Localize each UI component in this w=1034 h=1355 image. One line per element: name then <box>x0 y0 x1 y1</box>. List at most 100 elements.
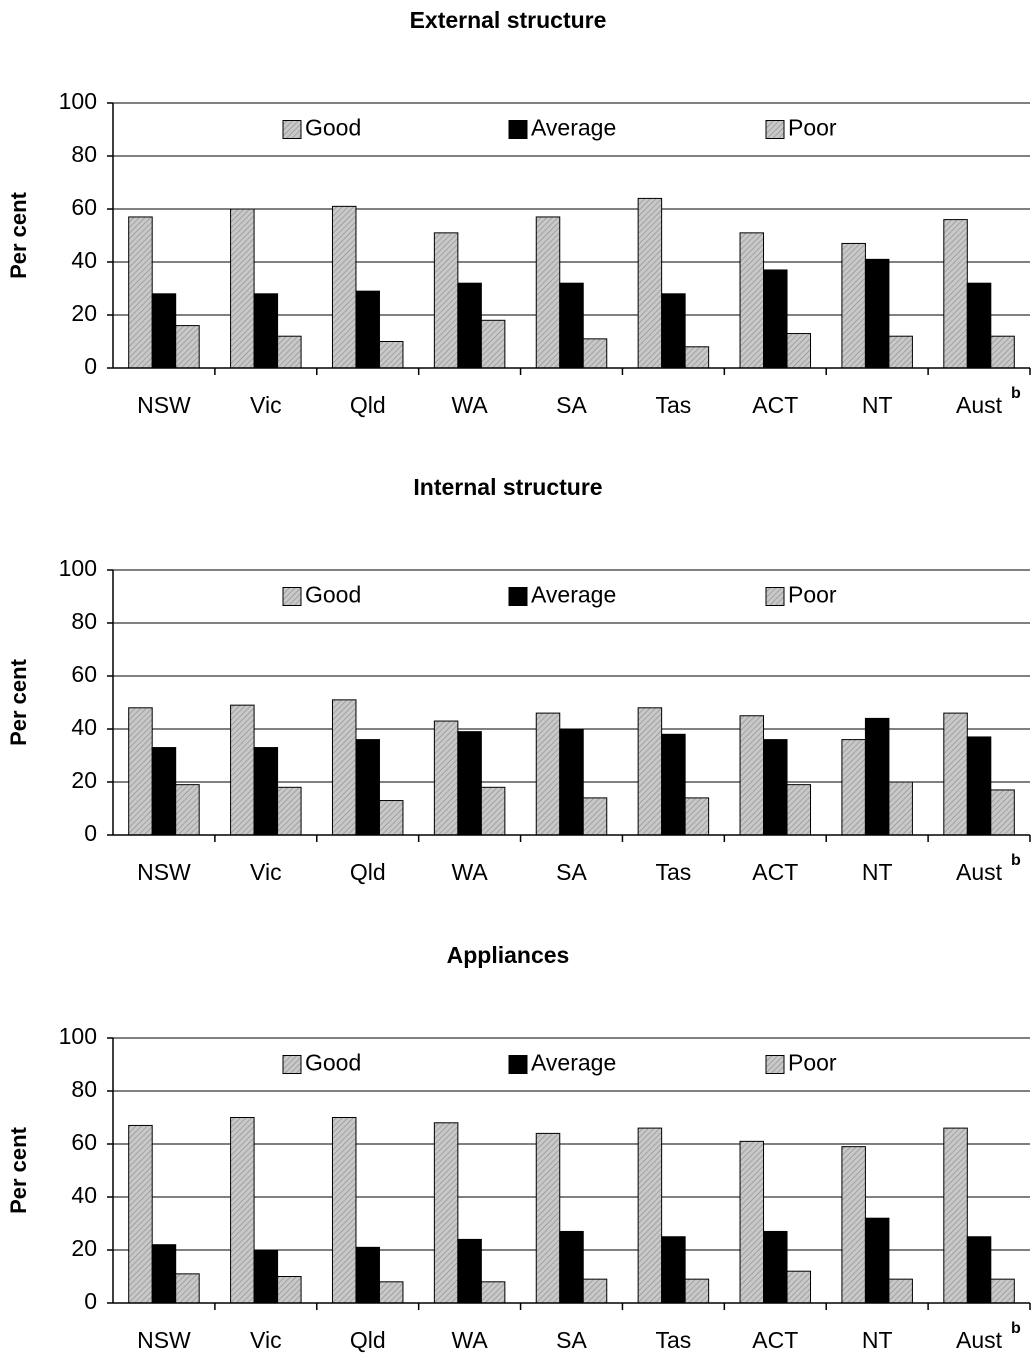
x-tick-label: Vic <box>250 1327 282 1353</box>
bar <box>864 1217 890 1304</box>
legend-label: Poor <box>788 582 837 608</box>
bar <box>559 1230 584 1304</box>
x-tick-label: WA <box>452 392 489 418</box>
y-tick-label: 40 <box>71 714 97 740</box>
bar <box>253 1249 279 1304</box>
legend-swatch <box>765 1055 785 1074</box>
x-tick-label: Qld <box>350 859 386 885</box>
bar <box>433 720 459 836</box>
legend-label: Good <box>305 115 361 141</box>
legend-label: Average <box>531 115 616 141</box>
bar <box>433 232 459 369</box>
bar <box>661 293 686 369</box>
y-tick-label: 100 <box>59 1023 97 1049</box>
x-tick-label: SA <box>556 859 587 885</box>
bar <box>888 335 913 369</box>
y-tick-label: 80 <box>71 1076 97 1102</box>
bar <box>637 197 663 369</box>
bar <box>684 1278 710 1304</box>
x-tick-label: Qld <box>350 1327 386 1353</box>
chart: Internal structure Per cent 0 20 40 60 80 100 Go… <box>6 474 1031 885</box>
y-tick-label: 20 <box>71 767 97 793</box>
bar <box>841 739 866 836</box>
bar <box>535 216 561 369</box>
bar <box>433 1122 459 1304</box>
bar <box>151 293 177 369</box>
x-tick-label: Vic <box>250 392 282 418</box>
legend-swatch <box>508 1055 528 1074</box>
bar <box>966 282 992 369</box>
y-axis-label: Per cent <box>6 1126 31 1213</box>
bar <box>175 784 200 836</box>
bar <box>253 293 279 369</box>
chart: External structure Per cent 0 20 40 60 80 100 Go… <box>6 7 1031 418</box>
bar <box>739 232 765 369</box>
bar <box>763 739 788 836</box>
y-tick-label: 60 <box>71 194 97 220</box>
x-tick-label: NSW <box>137 859 191 885</box>
x-tick-label: WA <box>452 859 489 885</box>
bar <box>888 781 913 836</box>
x-tick-label: Aust <box>956 859 1003 885</box>
bar <box>582 338 608 369</box>
x-tick-label: Aust <box>956 1327 1003 1353</box>
legend-label: Good <box>305 582 361 608</box>
bar <box>739 1140 765 1304</box>
x-tick-label: ACT <box>752 392 798 418</box>
chart-title: Appliances <box>447 942 570 968</box>
x-tick-label: Qld <box>350 392 386 418</box>
x-tick-label: SA <box>556 1327 587 1353</box>
bar <box>559 282 584 369</box>
x-tick-label: Aust <box>956 392 1003 418</box>
y-tick-label: 0 <box>84 820 97 846</box>
legend-swatch <box>765 587 785 606</box>
bar <box>355 739 380 836</box>
bar <box>535 1132 561 1304</box>
y-tick-label: 80 <box>71 608 97 634</box>
x-tick-label: ACT <box>752 1327 798 1353</box>
bar <box>990 1278 1015 1304</box>
y-axis-label: Per cent <box>6 658 31 745</box>
legend-label: Average <box>531 582 616 608</box>
y-tick-label: 100 <box>59 88 97 114</box>
legend-swatch <box>282 120 302 139</box>
bar <box>355 1246 380 1304</box>
bar <box>990 789 1015 836</box>
bar <box>331 205 357 369</box>
bar <box>480 319 506 369</box>
bar <box>253 747 279 836</box>
y-tick-label: 40 <box>71 247 97 273</box>
x-tick-label: Tas <box>655 1327 691 1353</box>
bar <box>457 731 482 836</box>
x-tick-label: NSW <box>137 392 191 418</box>
bar <box>661 733 686 836</box>
bar <box>277 1276 302 1304</box>
bar <box>684 797 710 836</box>
bar <box>841 1146 866 1304</box>
bar <box>331 1117 357 1304</box>
bar <box>378 1281 404 1304</box>
bar <box>990 335 1015 369</box>
x-tick-superscript: b <box>1011 1320 1021 1337</box>
bar <box>175 1273 200 1304</box>
bar <box>582 797 608 836</box>
bar <box>763 1230 788 1304</box>
legend-label: Poor <box>788 115 837 141</box>
bar <box>559 728 584 836</box>
bar <box>684 346 710 369</box>
chart: Appliances Per cent 0 20 40 60 80 100 Good Averag… <box>6 942 1031 1353</box>
bar <box>966 1236 992 1304</box>
bar <box>739 715 765 836</box>
bar <box>378 800 404 836</box>
legend-swatch <box>282 1055 302 1074</box>
y-tick-label: 40 <box>71 1182 97 1208</box>
bar <box>175 325 200 369</box>
bar <box>864 258 890 369</box>
bar <box>864 717 890 836</box>
bar <box>378 341 404 369</box>
chart-title: External structure <box>410 7 607 33</box>
y-tick-label: 20 <box>71 1235 97 1261</box>
bar <box>841 242 866 369</box>
